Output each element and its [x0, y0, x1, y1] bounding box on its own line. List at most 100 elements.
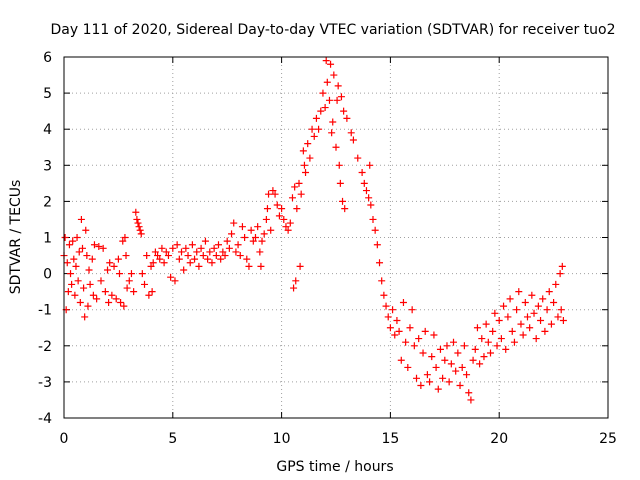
data-point: [500, 302, 508, 310]
data-point: [238, 223, 246, 231]
x-tick-label: 15: [381, 431, 399, 447]
data-point: [415, 335, 423, 343]
data-point: [543, 306, 551, 314]
data-point: [293, 205, 301, 213]
y-tick-label: -4: [38, 411, 52, 427]
data-point: [362, 187, 370, 195]
data-point: [532, 335, 540, 343]
data-point: [550, 298, 558, 306]
data-point: [471, 345, 479, 353]
data-point: [61, 234, 69, 241]
data-point: [82, 226, 90, 234]
data-point: [125, 277, 133, 285]
data-point: [358, 169, 366, 177]
data-point: [447, 360, 455, 368]
data-point: [526, 324, 534, 332]
data-point: [212, 252, 220, 260]
data-point: [67, 270, 75, 278]
data-point: [354, 154, 362, 162]
y-tick-label: -1: [38, 303, 52, 319]
data-point: [249, 237, 257, 245]
data-point: [325, 96, 333, 104]
data-point: [395, 327, 403, 335]
data-point: [340, 107, 348, 115]
data-point: [319, 89, 327, 97]
data-point: [382, 302, 390, 310]
data-point: [456, 382, 464, 390]
data-point: [72, 262, 80, 270]
data-point: [132, 208, 140, 216]
data-point: [156, 255, 164, 263]
data-point: [95, 243, 103, 251]
data-point: [133, 215, 141, 223]
data-point: [478, 335, 486, 343]
data-point: [148, 288, 156, 296]
data-point: [458, 363, 466, 371]
data-point: [120, 302, 128, 310]
data-point: [225, 244, 233, 252]
data-point: [463, 371, 471, 379]
data-point: [426, 378, 434, 386]
data-point: [389, 306, 397, 314]
data-point: [247, 226, 255, 234]
data-point: [308, 125, 316, 133]
plot-frame: [63, 56, 609, 419]
data-point: [371, 226, 379, 234]
data-point: [135, 223, 143, 231]
data-point: [484, 338, 492, 346]
data-point: [151, 248, 159, 256]
data-point: [369, 215, 377, 223]
data-point: [204, 255, 212, 263]
data-point: [105, 298, 113, 306]
data-point: [397, 356, 405, 364]
data-point: [360, 179, 368, 187]
data-point: [70, 255, 78, 263]
data-point: [236, 252, 244, 260]
x-tick-label: 10: [273, 431, 291, 447]
data-point: [373, 241, 381, 249]
data-point: [171, 277, 179, 285]
data-point: [434, 385, 442, 393]
data-point: [121, 234, 129, 241]
data-point: [173, 241, 181, 249]
data-point: [441, 356, 449, 364]
data-point: [257, 262, 265, 270]
x-tick-label: 25: [599, 431, 617, 447]
data-point: [521, 298, 529, 306]
data-point: [286, 219, 294, 227]
data-point: [138, 270, 146, 278]
data-point: [110, 262, 118, 270]
data-point: [556, 270, 564, 278]
data-point: [299, 147, 307, 155]
data-point: [230, 219, 238, 227]
data-point: [251, 234, 259, 241]
data-point: [480, 353, 488, 361]
data-point: [321, 104, 329, 112]
data-point: [117, 298, 125, 306]
data-point: [504, 313, 512, 321]
data-point: [300, 161, 308, 169]
data-point: [68, 280, 76, 288]
data-point: [328, 129, 336, 137]
data-point: [169, 244, 177, 252]
data-point: [545, 288, 553, 296]
data-point: [175, 255, 183, 263]
data-point: [241, 234, 249, 241]
data-point: [347, 129, 355, 137]
data-point: [260, 230, 268, 238]
data-point: [199, 252, 207, 260]
data-point: [341, 205, 349, 213]
y-tick-label: 1: [43, 231, 52, 247]
data-point: [164, 252, 172, 260]
y-tick-label: 4: [43, 122, 52, 138]
data-point: [465, 389, 473, 397]
data-point: [119, 237, 127, 245]
data-point: [417, 382, 425, 390]
data-point: [245, 262, 253, 270]
data-point: [262, 215, 270, 223]
data-point: [506, 295, 514, 303]
data-point: [467, 396, 475, 404]
data-point: [365, 194, 373, 202]
y-tick-label: -2: [38, 339, 52, 355]
data-point: [304, 140, 312, 148]
